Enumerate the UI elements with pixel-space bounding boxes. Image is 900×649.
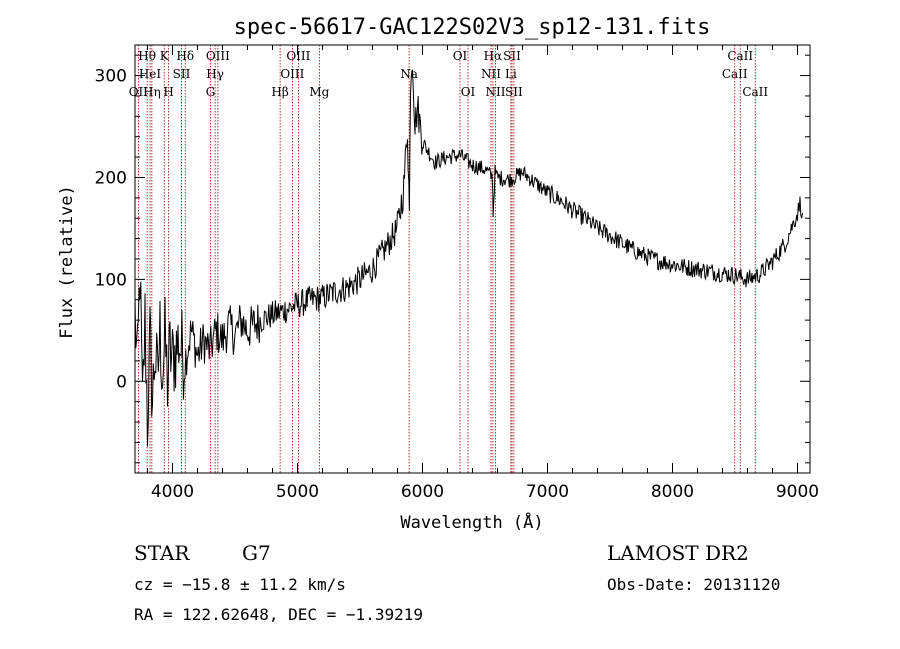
series-layer [134,69,803,447]
spectral-line-label: Na [400,67,418,81]
coordinates-text: RA = 122.62648, DEC = −1.39219 [134,605,423,624]
spectral-line-label: Hα [484,49,503,63]
spectral-line-label: SII [173,67,191,81]
object-class: STAR [134,541,190,565]
y-axis-label: Flux (relative) [57,185,77,339]
spectral-line-label: Li [505,67,517,81]
spectral-line-label: SII [503,49,521,63]
x-tick-label: 5000 [276,482,319,502]
spectral-line-label: K [160,49,170,63]
spectral-line-label: CaII [742,85,768,99]
spectral-line-label: Hβ [271,85,288,99]
spectral-line-label: Hδ [176,49,194,63]
spectral-line-label: G [206,85,216,99]
spectral-line-label: OIII [206,49,230,63]
x-tick-label: 7000 [526,482,569,502]
spectral-line-label: H [163,85,173,99]
spectral-line-label: OI [453,49,468,63]
spectral-line-label: OIII [286,49,310,63]
x-tick-label: 9000 [776,482,819,502]
x-tick-label: 4000 [151,482,194,502]
ticks-layer: 4000 5000 6000 7000 8000 9000 0 100 200 300 [95,45,819,502]
spectral-line-label: HeI [139,67,162,81]
chart-title: spec-56617-GAC122S02V3_sp12-131.fits [234,15,711,40]
spectral-line-label: CaII [722,67,748,81]
spectral-line-label: NII [486,85,506,99]
x-tick-label: 8000 [651,482,694,502]
survey-label: LAMOST DR2 [607,541,749,565]
plot-frame [134,44,811,474]
spectral-line-label: Hη [143,85,161,99]
spectral-line-label: Hθ [138,49,156,63]
object-subclass: G7 [242,541,271,565]
y-tick-label: 300 [95,67,127,87]
spectral-line-label: CaII [727,49,753,63]
x-axis-label: Wavelength (Å) [400,511,543,533]
x-tick-label: 6000 [401,482,444,502]
y-tick-label: 200 [95,168,127,188]
obs-date-text: Obs-Date: 20131120 [607,575,780,594]
spectral-line-label: Mg [309,85,329,99]
y-tick-label: 0 [116,372,127,392]
y-tick-label: 100 [95,270,127,290]
spectral-line-label: OIII [280,67,304,81]
redshift-text: cz = −15.8 ± 11.2 km/s [134,575,346,594]
spectral-line-label: SII [505,85,523,99]
spectral-line-label: OII [129,85,149,99]
spectral-line-label: NII [481,67,501,81]
spectral-line-label: Hγ [206,67,224,81]
spectrum-line [134,69,803,447]
spectral-line-label: OI [461,85,476,99]
